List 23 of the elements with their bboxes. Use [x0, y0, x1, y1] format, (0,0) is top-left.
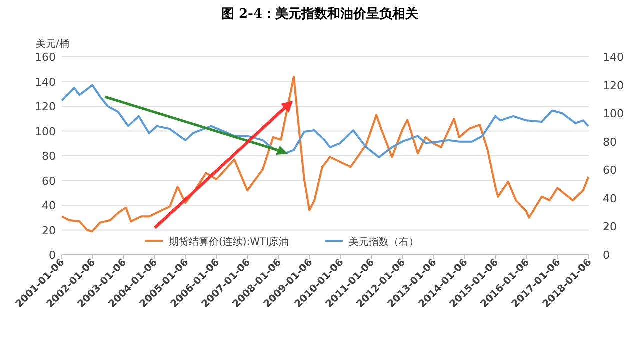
y-tick-label: 160 — [35, 51, 56, 64]
y-tick-label: 20 — [42, 224, 56, 238]
chart-title: 图 2-4：美元指数和油价呈负相关 — [221, 6, 420, 22]
y2-tick-label: 20 — [603, 220, 617, 234]
y2-tick-label: 40 — [603, 192, 617, 206]
legend-label: 期货结算价(连续):WTI原油 — [169, 236, 290, 248]
line-series — [61, 76, 590, 232]
line-series — [61, 84, 590, 158]
y2-tick-label: 60 — [603, 164, 617, 178]
y-axis-title: 美元/桶 — [36, 38, 70, 50]
y2-tick-label: 120 — [603, 79, 624, 92]
legend-label: 美元指数（右） — [349, 236, 419, 248]
y-tick-label: 40 — [42, 200, 56, 212]
y2-tick-label: 100 — [603, 108, 624, 121]
y-tick-label: 140 — [35, 76, 56, 89]
y2-tick-label: 0 — [603, 249, 610, 262]
y-tick-label: 100 — [35, 125, 56, 138]
y2-tick-label: 80 — [603, 136, 617, 149]
y2-tick-label: 140 — [603, 51, 624, 64]
y-tick-label: 80 — [42, 150, 56, 163]
y-tick-label: 60 — [42, 174, 56, 188]
y-tick-label: 120 — [35, 100, 56, 114]
y-tick-label: 0 — [49, 249, 56, 262]
